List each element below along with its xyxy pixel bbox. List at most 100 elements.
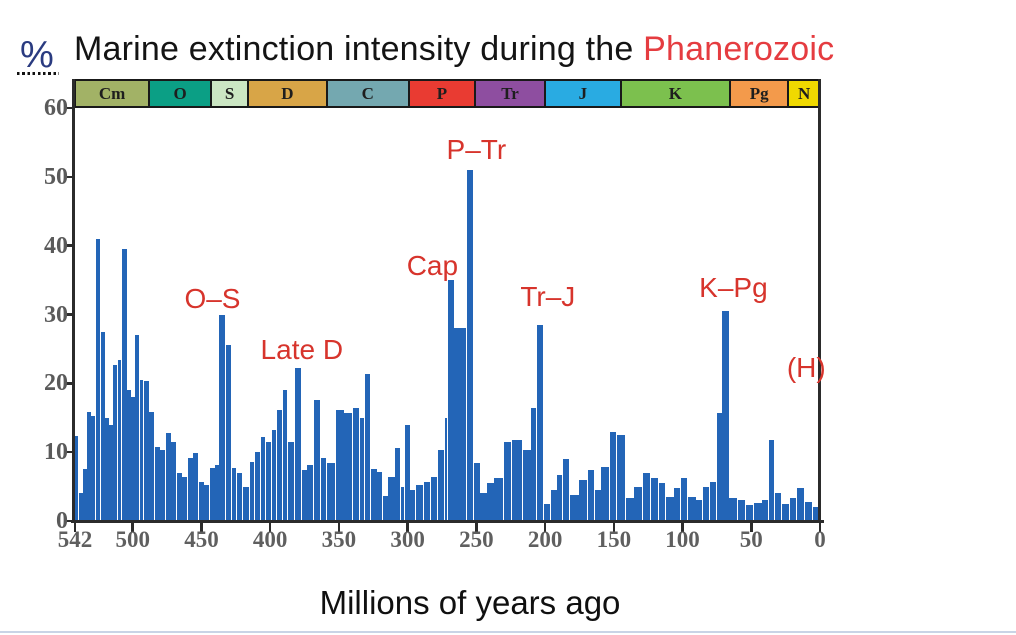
extinction-bar: [674, 487, 681, 521]
extinction-bar: [769, 439, 774, 521]
extinction-bar: [466, 169, 473, 521]
period-band-cell-pg: Pg: [728, 79, 790, 108]
y-axis-tick: [64, 519, 73, 523]
period-label-c: C: [361, 83, 374, 103]
y-tick-label-30: 30: [44, 301, 68, 328]
extinction-bar: [271, 430, 277, 521]
extinction-bar: [395, 448, 401, 521]
extinction-bar: [219, 314, 226, 521]
period-band-cell-p: P: [408, 79, 476, 108]
extinction-bar: [512, 439, 523, 521]
period-band-cell-n: N: [787, 79, 821, 108]
period-label-pg: Pg: [749, 83, 769, 103]
extinction-bar: [187, 457, 193, 521]
extinction-bar: [569, 494, 579, 521]
dotted-line-decoration: [17, 72, 59, 75]
chart-title-red-text: Phanerozoic: [643, 30, 835, 68]
period-label-s: S: [224, 83, 235, 103]
y-axis-tick: [64, 313, 73, 316]
extinction-bar: [681, 477, 688, 521]
x-axis-line: [71, 520, 824, 523]
extinction-bar: [209, 468, 215, 521]
extinction-bar: [135, 335, 139, 521]
period-label-d: D: [281, 83, 294, 103]
extinction-bar: [204, 485, 209, 521]
x-axis-tick: [406, 523, 409, 532]
extinction-bar: [703, 486, 710, 521]
x-axis-tick: [337, 523, 341, 532]
extinction-bar: [154, 446, 160, 521]
extinction-bar: [473, 462, 480, 521]
extinction-bar: [139, 379, 144, 521]
extinction-bar: [131, 397, 135, 521]
extinction-bar: [400, 486, 405, 521]
extinction-bar: [359, 417, 365, 521]
extinction-bar: [237, 472, 242, 521]
x-axis-tick: [612, 523, 616, 532]
extinction-bar: [79, 493, 83, 521]
x-tick-label-300: 300: [390, 527, 425, 552]
extinction-bar: [294, 367, 302, 521]
extinction-bar: [388, 476, 395, 521]
extinction-bar: [601, 466, 609, 521]
extinction-bar: [121, 249, 127, 521]
y-axis-tick: [64, 175, 73, 179]
x-tick-label-400: 400: [252, 527, 288, 552]
extinction-bar: [523, 450, 531, 521]
y-tick-label-40: 40: [44, 232, 68, 259]
extinction-bar: [277, 409, 282, 521]
extinction-bar: [444, 417, 447, 521]
extinction-bar: [143, 381, 149, 521]
x-axis-tick: [749, 523, 753, 532]
extinction-bar: [266, 441, 271, 521]
y-tick-label-10: 10: [44, 439, 68, 466]
extinction-bar: [314, 399, 321, 521]
extinction-bar: [688, 496, 696, 521]
x-axis-tick: [818, 523, 822, 532]
period-label-p: P: [436, 83, 448, 103]
y-tick-label-60: 60: [44, 95, 68, 121]
extinction-bar: [91, 416, 95, 521]
extinction-bar: [587, 470, 594, 521]
extinction-bar: [550, 490, 557, 521]
period-band-cell-k: K: [619, 79, 731, 108]
extinction-bar: [716, 412, 722, 521]
x-axis-tick: [200, 523, 203, 532]
extinction-bar: [415, 485, 424, 521]
extinction-bar: [198, 481, 204, 521]
extinction-bar: [370, 469, 377, 521]
extinction-bar: [215, 464, 219, 521]
extinction-bar: [410, 490, 416, 521]
annotation-kpg: K–Pg: [699, 271, 768, 303]
extinction-bar: [487, 483, 494, 521]
extinction-bar: [737, 500, 746, 521]
extinction-bar: [326, 463, 336, 521]
period-label-n: N: [798, 83, 811, 103]
extinction-bar: [176, 472, 182, 521]
y-axis-tick: [64, 450, 73, 454]
extinction-bar: [83, 469, 87, 521]
y-axis-tick: [64, 382, 73, 385]
annotation-cap: Cap: [406, 249, 459, 281]
period-label-o: O: [173, 83, 187, 103]
period-label-j: J: [578, 83, 588, 103]
chart-title: Marine extinction intensity during the P…: [74, 30, 834, 69]
y-axis-line: [72, 79, 75, 523]
right-border-line: [818, 79, 821, 523]
extinction-bar: [171, 441, 176, 521]
extinction-bar: [95, 238, 101, 521]
extinction-bar: [127, 390, 131, 521]
extinction-bar: [762, 499, 769, 521]
period-label-tr: Tr: [501, 83, 519, 103]
extinction-bar: [696, 499, 703, 521]
x-axis-tick: [131, 523, 135, 532]
period-band-cell-s: S: [210, 79, 250, 108]
extinction-bar: [260, 437, 266, 521]
period-band-cell-d: D: [247, 79, 328, 108]
extinction-bar: [344, 412, 352, 521]
x-tick-label-200: 200: [527, 527, 563, 552]
x-tick-label-450: 450: [184, 527, 219, 552]
extinction-bar: [431, 476, 438, 521]
extinction-bar: [729, 498, 737, 521]
extinction-bar: [626, 498, 634, 521]
